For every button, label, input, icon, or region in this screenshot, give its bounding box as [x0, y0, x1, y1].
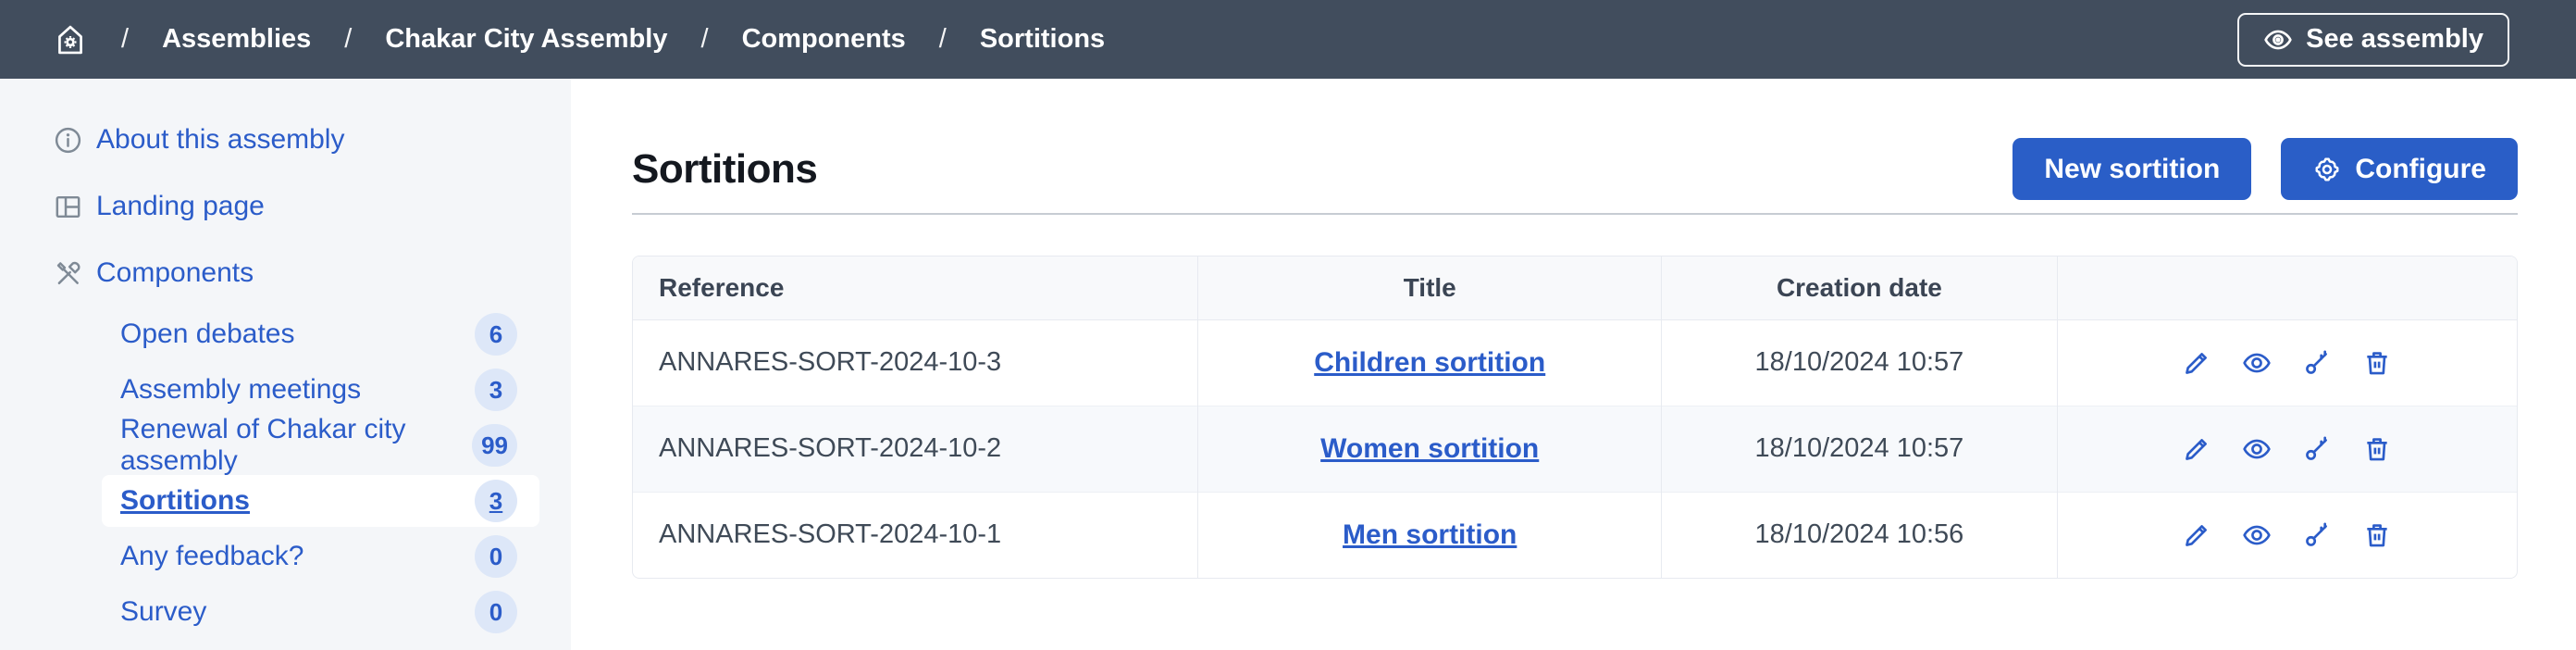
sidebar: About this assembly Landing page Compone… — [0, 79, 571, 650]
count-badge: 3 — [475, 369, 517, 411]
breadcrumb-separator: / — [938, 24, 947, 54]
table-row: ANNARES-SORT-2024-10-1 Men sortition 18/… — [633, 492, 2517, 578]
count-badge: 6 — [475, 313, 517, 356]
table-header-row: Reference Title Creation date — [633, 256, 2517, 320]
sub-item-label: Assembly meetings — [120, 374, 362, 405]
preview-eye-icon[interactable] — [2242, 434, 2272, 464]
reference-cell: ANNARES-SORT-2024-10-2 — [633, 406, 1199, 492]
sidebar-item-label: Components — [96, 257, 254, 288]
header-actions: New sortition Configure — [2012, 138, 2518, 200]
sortition-title-link[interactable]: Women sortition — [1320, 432, 1540, 464]
breadcrumb-separator: / — [121, 24, 130, 54]
table-row: ANNARES-SORT-2024-10-3 Children sortitio… — [633, 319, 2517, 406]
table-row: ANNARES-SORT-2024-10-2 Women sortition 1… — [633, 406, 2517, 492]
sub-item-label: Any feedback? — [120, 541, 304, 571]
delete-trash-icon[interactable] — [2362, 348, 2392, 378]
breadcrumb-assemblies[interactable]: Assemblies — [162, 24, 312, 54]
creation-date-cell: 18/10/2024 10:56 — [1661, 492, 2058, 578]
permissions-key-icon[interactable] — [2302, 434, 2332, 464]
column-header-reference: Reference — [633, 256, 1199, 320]
sidebar-item-components[interactable]: Components — [0, 240, 571, 306]
sub-item-label: Open debates — [120, 319, 295, 349]
layout-icon — [56, 195, 80, 218]
count-badge: 3 — [475, 480, 517, 522]
home-icon[interactable] — [53, 22, 88, 57]
count-badge: 0 — [475, 535, 517, 578]
permissions-key-icon[interactable] — [2302, 520, 2332, 550]
breadcrumb-separator: / — [700, 24, 709, 54]
count-badge: 99 — [472, 424, 517, 467]
row-actions — [2058, 348, 2517, 378]
sub-item-label: Renewal of Chakar city assembly — [120, 414, 406, 476]
main-header: Sortitions New sortition Configure — [632, 79, 2518, 215]
permissions-key-icon[interactable] — [2302, 348, 2332, 378]
tools-icon — [56, 261, 80, 284]
sidebar-item-any-feedback[interactable]: Any feedback? 0 — [102, 529, 539, 584]
configure-label: Configure — [2355, 153, 2486, 184]
new-sortition-button[interactable]: New sortition — [2012, 138, 2252, 200]
column-header-creation-date: Creation date — [1661, 256, 2058, 320]
sidebar-item-renewal[interactable]: Renewal of Chakar city assembly 99 — [102, 414, 539, 476]
components-sub-list: Open debates 6 Assembly meetings 3 Renew… — [102, 306, 539, 640]
count-badge: 0 — [475, 591, 517, 633]
breadcrumb-components[interactable]: Components — [741, 24, 906, 54]
see-assembly-button[interactable]: See assembly — [2237, 12, 2509, 67]
edit-icon[interactable] — [2182, 434, 2211, 464]
column-header-title: Title — [1197, 256, 1663, 320]
sidebar-item-label: About this assembly — [96, 124, 345, 155]
sidebar-item-sortitions-active[interactable]: Sortitions 3 — [102, 475, 539, 527]
sortition-title-link[interactable]: Men sortition — [1343, 519, 1517, 550]
edit-icon[interactable] — [2182, 520, 2211, 550]
sidebar-item-assembly-meetings[interactable]: Assembly meetings 3 — [102, 362, 539, 418]
sidebar-item-landing-page[interactable]: Landing page — [0, 173, 571, 240]
sidebar-item-label: Landing page — [96, 191, 265, 221]
breadcrumb-current-page: Sortitions — [979, 24, 1106, 54]
sidebar-item-about[interactable]: About this assembly — [0, 106, 571, 173]
sortition-title-link[interactable]: Children sortition — [1314, 346, 1546, 378]
creation-date-cell: 18/10/2024 10:57 — [1661, 319, 2058, 406]
sidebar-item-open-debates[interactable]: Open debates 6 — [102, 306, 539, 362]
delete-trash-icon[interactable] — [2362, 434, 2392, 464]
breadcrumb: / Assemblies / Chakar City Assembly / Co… — [53, 22, 1105, 57]
row-actions — [2058, 520, 2517, 550]
page-title: Sortitions — [632, 145, 818, 192]
row-actions — [2058, 434, 2517, 464]
sub-item-label: Sortitions — [120, 485, 250, 516]
main-content: Sortitions New sortition Configure — [571, 79, 2576, 650]
reference-cell: ANNARES-SORT-2024-10-1 — [633, 492, 1199, 578]
top-bar: / Assemblies / Chakar City Assembly / Co… — [0, 0, 2576, 79]
gear-icon — [2315, 157, 2339, 181]
breadcrumb-separator: / — [344, 24, 353, 54]
eye-icon — [2264, 30, 2292, 49]
edit-icon[interactable] — [2182, 348, 2211, 378]
reference-cell: ANNARES-SORT-2024-10-3 — [633, 319, 1199, 406]
breadcrumb-assembly-name[interactable]: Chakar City Assembly — [385, 24, 668, 54]
sidebar-item-survey[interactable]: Survey 0 — [102, 584, 539, 640]
preview-eye-icon[interactable] — [2242, 348, 2272, 378]
sortitions-table: Reference Title Creation date ANNARES-SO… — [632, 256, 2518, 579]
info-icon — [55, 127, 81, 153]
configure-button[interactable]: Configure — [2281, 138, 2518, 200]
creation-date-cell: 18/10/2024 10:57 — [1661, 406, 2058, 492]
delete-trash-icon[interactable] — [2362, 520, 2392, 550]
sub-item-label: Survey — [120, 596, 207, 627]
preview-eye-icon[interactable] — [2242, 520, 2272, 550]
column-header-actions — [2057, 256, 2517, 320]
see-assembly-label: See assembly — [2306, 24, 2483, 54]
new-sortition-label: New sortition — [2044, 153, 2221, 184]
